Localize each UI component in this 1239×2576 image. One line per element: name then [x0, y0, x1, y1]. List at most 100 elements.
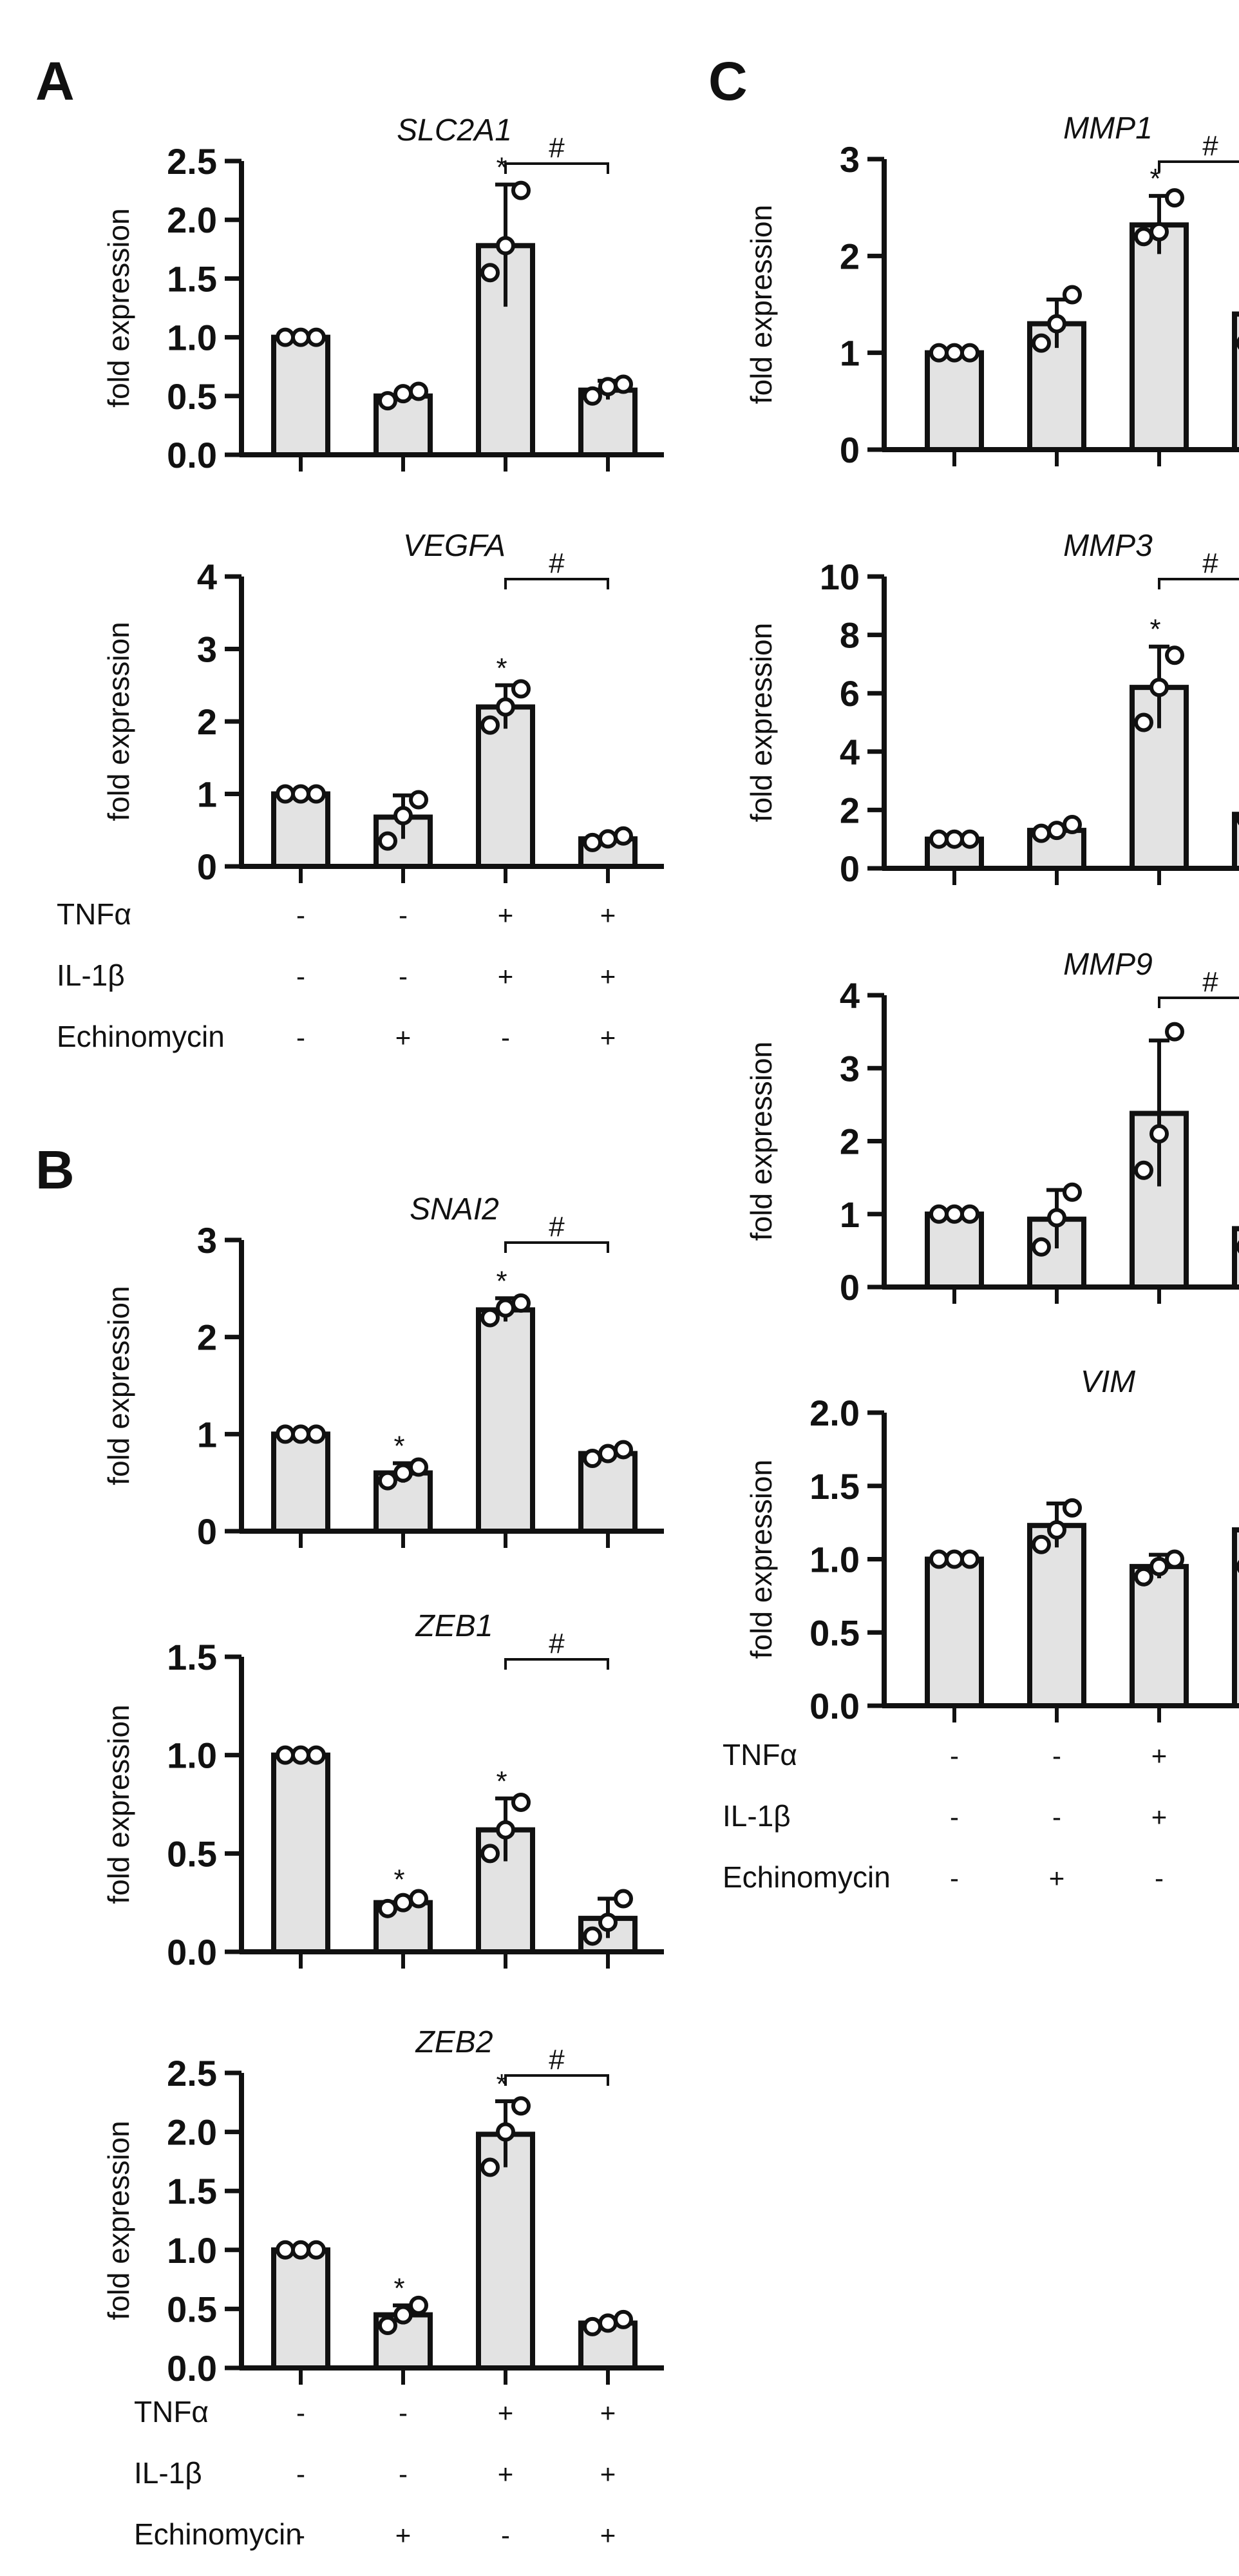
significance-star: * [393, 2273, 404, 2304]
panel-label-c: C [708, 51, 748, 111]
y-tick-label: 10 [820, 557, 860, 597]
data-point [307, 1745, 326, 1765]
data-point [1165, 1549, 1184, 1569]
significance-hash: # [549, 548, 565, 579]
data-point [1134, 1567, 1153, 1587]
bar [925, 1211, 984, 1290]
data-point [409, 790, 428, 810]
y-tick-label: 1.0 [809, 1540, 860, 1580]
y-axis-label: fold expression [744, 1460, 778, 1659]
treatment-table-a: TNFα - - + + IL-1β - - + + Echinomycin - + - + [57, 897, 616, 1053]
data-point [960, 1204, 979, 1224]
bar [1027, 1523, 1086, 1709]
data-point [496, 1298, 515, 1318]
treatment-sign: - [296, 2398, 305, 2428]
data-point [945, 1549, 964, 1569]
y-tick-label: 0 [840, 848, 860, 889]
significance-star: * [393, 1864, 404, 1896]
treatment-sign: + [498, 2459, 514, 2489]
data-point [598, 2313, 618, 2333]
data-point [511, 1792, 531, 1812]
significance-star: * [496, 653, 507, 684]
data-point [1149, 1556, 1169, 1576]
data-point [291, 2240, 310, 2260]
data-point [511, 2096, 531, 2116]
treatment-sign: - [501, 1022, 510, 1053]
y-tick-label: 0.0 [167, 435, 217, 475]
treatment-sign: - [501, 2520, 510, 2550]
data-point [583, 386, 602, 406]
y-tick-label: 1.5 [167, 258, 217, 299]
data-point [511, 679, 531, 699]
y-tick-label: 1.5 [809, 1466, 860, 1507]
treatment-sign: + [600, 2520, 616, 2550]
data-point [480, 715, 500, 735]
data-point [393, 806, 413, 826]
y-tick-label: 1 [197, 1414, 217, 1455]
y-tick-label: 6 [840, 673, 860, 714]
data-point [393, 2305, 413, 2325]
bar [925, 350, 984, 453]
treatment-sign: + [498, 961, 514, 991]
data-point [1032, 823, 1051, 843]
treatment-sign: + [395, 2520, 411, 2550]
data-point [614, 1440, 633, 1460]
data-point [598, 377, 618, 397]
y-axis-label: fold expression [744, 205, 778, 404]
panel-label-a: A [35, 51, 75, 111]
chart-title: ZEB1 [415, 1609, 493, 1643]
charts-layer: SLC2A1 fold expression 0.0 0.5 1.0 1.5 2.0 2.5 *… [102, 111, 1239, 2389]
data-point [1165, 188, 1184, 208]
data-point [945, 1204, 964, 1224]
data-point [929, 343, 949, 363]
treatment-sign: - [1155, 1863, 1164, 1893]
chart-mmp9: MMP9 fold expression 0 1 2 3 4 # [744, 948, 1239, 1308]
data-point [1149, 678, 1169, 698]
chart-title: ZEB2 [415, 2025, 493, 2059]
y-tick-label: 1.0 [167, 2230, 217, 2271]
data-point [614, 374, 633, 394]
data-point [480, 1308, 500, 1328]
data-point [583, 832, 602, 852]
y-tick-label: 1.0 [167, 318, 217, 358]
bar [1232, 311, 1239, 452]
treatment-sign: - [1052, 1802, 1061, 1832]
data-point [1149, 1124, 1169, 1144]
y-tick-label: 8 [840, 615, 860, 656]
y-axis-label: fold expression [102, 1704, 135, 1903]
data-point [291, 327, 310, 347]
significance-star: * [1149, 614, 1160, 645]
y-tick-label: 0.5 [167, 376, 217, 417]
data-point [614, 2309, 633, 2329]
significance-bracket [504, 1241, 609, 1253]
y-tick-label: 3 [840, 1048, 860, 1089]
y-axis-label: fold expression [102, 2121, 135, 2320]
significance-hash: # [1202, 130, 1218, 162]
y-tick-label: 4 [840, 732, 860, 772]
data-point [393, 1463, 413, 1483]
y-tick-label: 1.5 [167, 2171, 217, 2211]
y-tick-label: 3 [197, 1220, 217, 1261]
treatment-row-label: IL-1β [57, 959, 125, 992]
data-point [409, 1889, 428, 1909]
treatment-sign: + [1151, 1802, 1168, 1832]
data-point [1032, 1237, 1051, 1257]
data-point [496, 1820, 515, 1840]
y-axis-label: fold expression [744, 623, 778, 822]
data-point [1047, 821, 1066, 841]
treatment-sign: + [600, 1022, 616, 1053]
treatment-row-label: Echinomycin [723, 1860, 891, 1894]
chart-slc2a1: SLC2A1 fold expression 0.0 0.5 1.0 1.5 2.0 2.5 *… [102, 113, 664, 475]
chart-title: MMP9 [1063, 948, 1153, 982]
data-point [960, 343, 979, 363]
y-axis-label: fold expression [744, 1042, 778, 1241]
treatment-row-label: IL-1β [134, 2456, 202, 2490]
data-point [307, 784, 326, 804]
treatment-row-label: TNFα [723, 1738, 797, 1771]
treatment-sign: - [399, 2398, 408, 2428]
data-point [929, 1549, 949, 1569]
treatment-sign: - [950, 1863, 959, 1893]
y-tick-label: 2 [197, 701, 217, 742]
data-point [945, 829, 964, 849]
